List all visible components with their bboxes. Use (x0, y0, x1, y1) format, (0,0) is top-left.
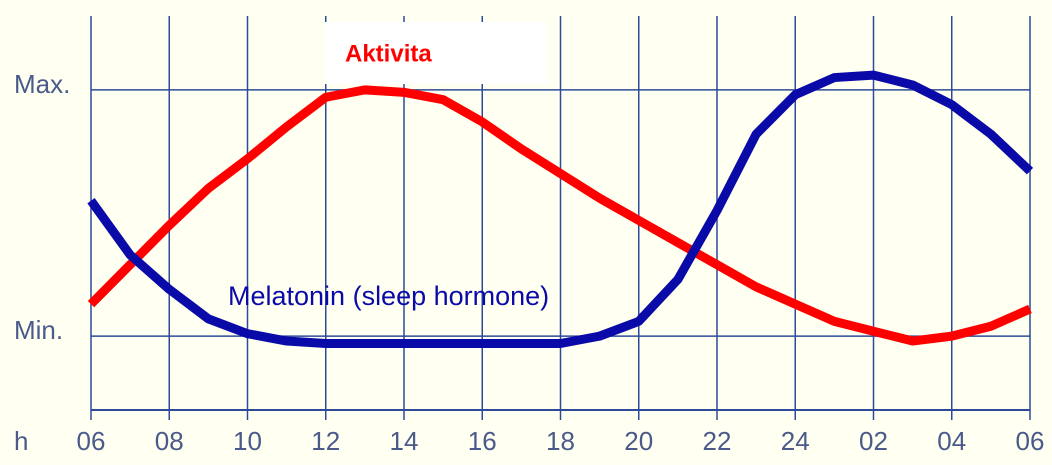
x-tick-label: 12 (311, 426, 340, 456)
y-tick-label: Max. (14, 69, 70, 99)
x-tick-label: 16 (468, 426, 497, 456)
x-tick-label: 10 (233, 426, 262, 456)
x-tick-label: 14 (390, 426, 419, 456)
x-axis-label: h (14, 426, 28, 456)
label-box (325, 22, 547, 84)
x-tick-label: 06 (77, 426, 106, 456)
x-tick-label: 22 (703, 426, 732, 456)
x-tick-label: 20 (624, 426, 653, 456)
x-tick-label: 04 (937, 426, 966, 456)
x-tick-label: 24 (781, 426, 810, 456)
series-line (87, 85, 1032, 346)
series-line (87, 70, 1034, 349)
x-tick-label: 02 (859, 426, 888, 456)
x-tick-label: 18 (546, 426, 575, 456)
series-label: Melatonin (sleep hormone) (228, 281, 549, 311)
x-tick-label: 08 (155, 426, 184, 456)
x-tick-label: 06 (1016, 426, 1045, 456)
series-label: Aktivita (345, 40, 432, 67)
y-tick-label: Min. (14, 315, 63, 345)
